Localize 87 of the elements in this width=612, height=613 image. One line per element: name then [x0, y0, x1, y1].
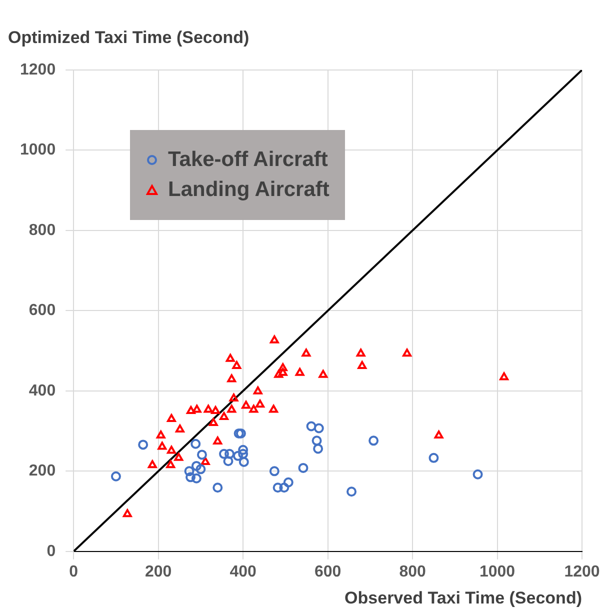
point: [148, 460, 157, 468]
y-tick-label: 1200: [20, 61, 56, 78]
point: [184, 466, 194, 476]
point: [283, 477, 294, 488]
point: [223, 456, 234, 466]
point: [158, 442, 167, 450]
point: [122, 509, 132, 518]
point: [302, 348, 311, 357]
point: [274, 370, 284, 378]
point: [220, 412, 228, 420]
point: [227, 374, 236, 382]
point: [346, 486, 357, 497]
point: [428, 452, 439, 463]
point: [229, 394, 238, 402]
x-tick-label: 400: [230, 563, 257, 580]
y-tick-label: 1000: [20, 142, 56, 159]
point: [298, 462, 308, 473]
point: [138, 440, 148, 450]
x-tick-label: 1200: [564, 563, 600, 580]
point: [213, 436, 222, 444]
point: [434, 430, 444, 438]
point: [204, 404, 213, 413]
point: [166, 460, 176, 468]
point: [314, 423, 324, 434]
point: [256, 400, 264, 408]
point: [358, 361, 367, 370]
point: [313, 444, 324, 454]
point: [232, 450, 243, 461]
y-tick-label: 200: [28, 462, 56, 480]
x-tick-label: 1000: [479, 563, 516, 580]
point: [500, 372, 509, 380]
point: [224, 448, 235, 459]
point: [212, 482, 223, 493]
legend-label: Landing Aircraft: [168, 178, 330, 202]
y-axis-title: Optimized Taxi Time (Second): [8, 28, 250, 48]
point: [279, 482, 290, 493]
point: [269, 404, 278, 413]
point: [238, 448, 248, 459]
point: [312, 436, 322, 446]
point: [242, 400, 250, 409]
point: [356, 348, 366, 357]
point: [295, 368, 304, 376]
point: [174, 452, 184, 461]
point: [402, 348, 412, 357]
point: [196, 450, 207, 460]
point: [238, 456, 249, 467]
point: [191, 460, 202, 471]
point: [472, 469, 483, 480]
point: [238, 444, 248, 455]
point: [318, 370, 328, 378]
point: [211, 406, 220, 414]
point: [219, 448, 229, 459]
point: [227, 404, 236, 413]
point: [278, 368, 288, 376]
point: [269, 466, 280, 476]
point: [190, 438, 201, 449]
x-axis-title: Observed Taxi Time (Second): [344, 588, 582, 608]
point: [167, 414, 176, 422]
point: [249, 404, 258, 413]
point: [110, 471, 121, 482]
point: [226, 354, 235, 362]
point: [156, 430, 166, 438]
point: [232, 361, 242, 370]
y-tick-label: 400: [28, 382, 56, 400]
point: [167, 446, 176, 454]
point: [253, 386, 262, 394]
y-tick-label: 800: [28, 222, 56, 239]
point: [175, 424, 184, 432]
point: [196, 464, 206, 474]
point: [208, 418, 218, 426]
x-tick-label: 200: [144, 563, 172, 580]
point: [192, 404, 202, 413]
x-tick-label: 0: [69, 563, 78, 580]
y-tick-label: 0: [46, 542, 56, 560]
point: [306, 421, 316, 432]
point: [270, 335, 279, 344]
point: [368, 436, 379, 446]
point: [200, 456, 210, 465]
y-tick-label: 600: [28, 302, 56, 320]
point: [272, 482, 283, 493]
point: [191, 473, 202, 484]
point: [186, 472, 196, 482]
x-tick-label: 600: [314, 563, 342, 580]
point: [186, 406, 196, 414]
point: [278, 363, 288, 372]
legend-label: Take-off Aircraft: [168, 148, 328, 172]
x-tick-label: 800: [399, 563, 426, 580]
